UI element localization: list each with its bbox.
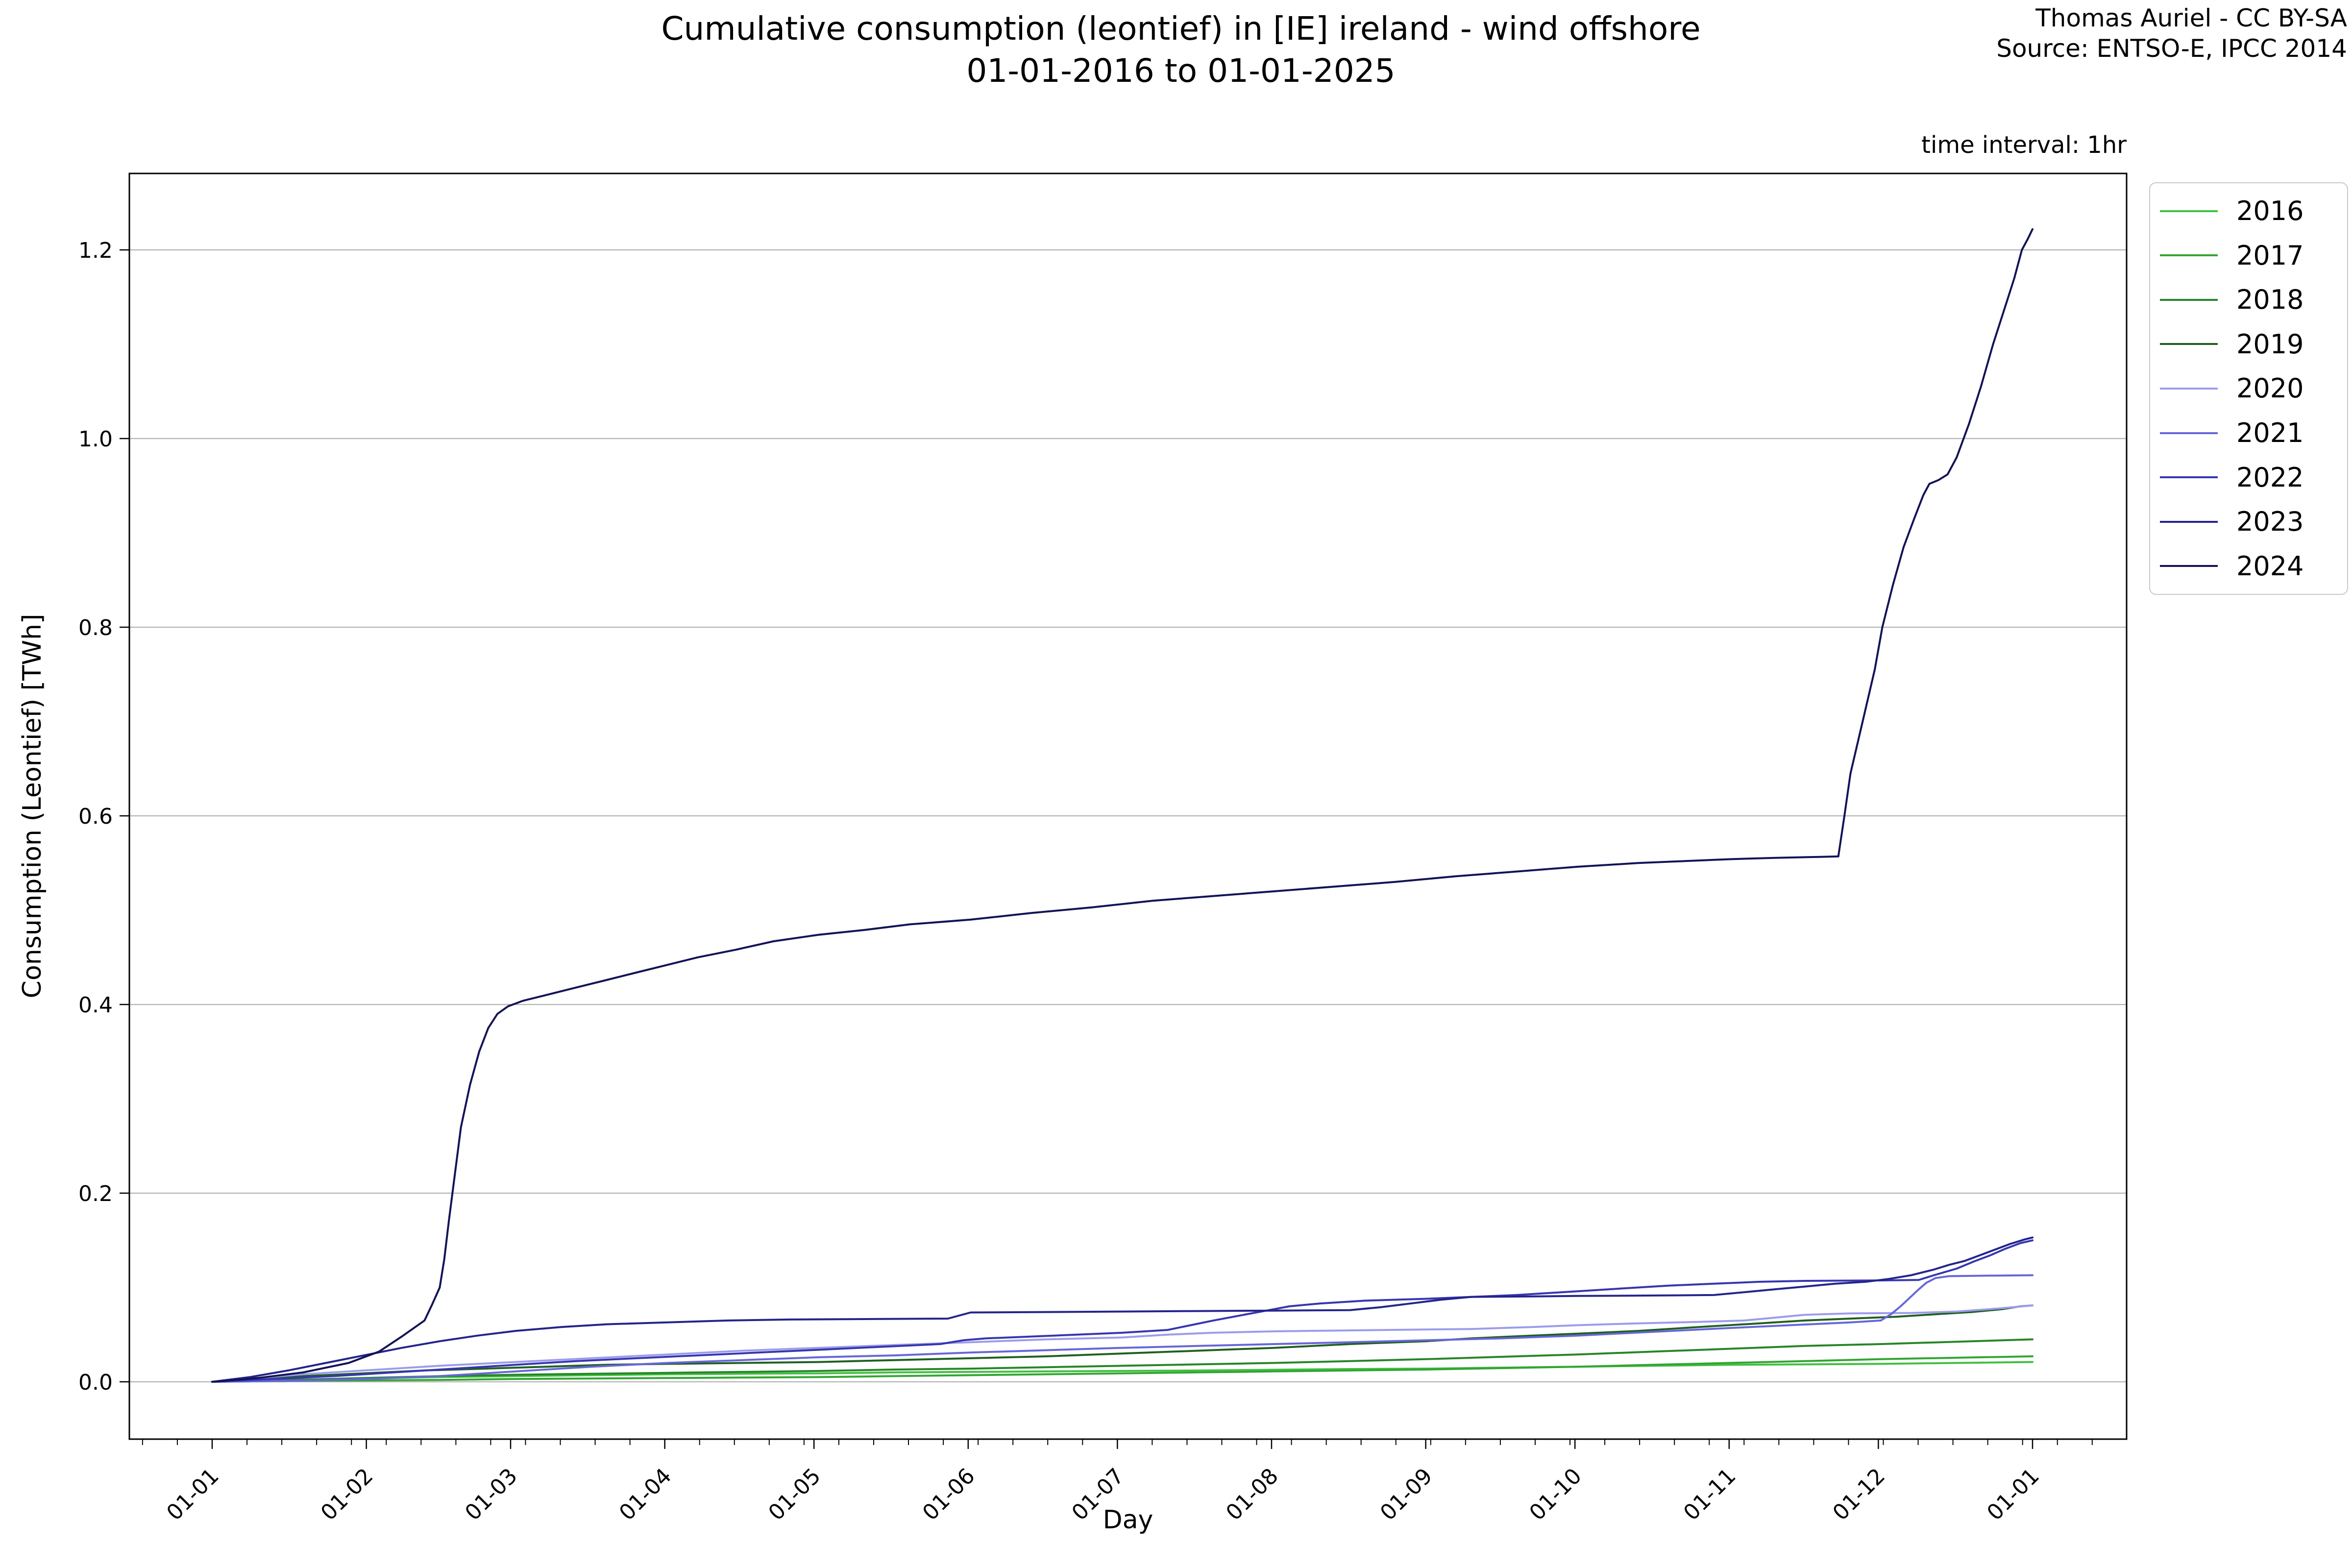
chart-title-line2: 01-01-2016 to 01-01-2025 [966,52,1396,90]
legend-label-2020: 2020 [2236,373,2304,404]
legend-label-2016: 2016 [2236,196,2304,227]
x-tick-label: 01-01 [1982,1464,2044,1525]
legend-label-2021: 2021 [2236,417,2304,449]
x-tick-label: 01-12 [1828,1464,1890,1525]
series-line-2016 [211,1361,2034,1383]
legend-line-swatch-2022 [2160,476,2218,479]
attribution-source: Source: ENTSO-E, IPCC 2014 [1996,34,2347,63]
series-line-2020 [211,1304,2034,1383]
legend-label-2018: 2018 [2236,284,2304,316]
legend-line-swatch-2024 [2160,565,2218,567]
x-tick-label: 01-08 [1221,1464,1283,1525]
legend-item-2016: 2016 [2160,190,2347,233]
legend-line-swatch-2021 [2160,432,2218,434]
legend-item-2018: 2018 [2160,278,2347,321]
x-tick-label: 01-05 [763,1464,825,1525]
legend-label-2023: 2023 [2236,506,2304,538]
y-axis-label: Consumption (Leontief) [TWh] [18,613,47,999]
x-tick-label: 01-06 [918,1464,980,1525]
legend-label-2024: 2024 [2236,550,2304,582]
y-tick-label: 1.0 [78,427,113,452]
x-tick-label: 01-03 [460,1464,522,1525]
x-tick-label: 01-04 [614,1464,676,1525]
series-line-2022 [211,1239,2034,1383]
legend-item-2017: 2017 [2160,234,2347,277]
series-line-2021 [211,1274,2034,1383]
series-line-2023 [211,1236,2034,1383]
legend-item-2022: 2022 [2160,456,2347,499]
legend-line-swatch-2017 [2160,254,2218,257]
series-line-2019 [211,1304,2034,1383]
chart-title-line1: Cumulative consumption (leontief) in [IE… [661,10,1701,48]
time-interval-note: time interval: 1hr [1921,131,2127,159]
plot-border [128,172,2128,1440]
legend-item-2020: 2020 [2160,367,2347,410]
x-tick-label: 01-09 [1375,1464,1437,1525]
y-tick-label: 0.8 [78,615,113,640]
series-line-2017 [211,1355,2034,1383]
y-tick-label: 0.0 [78,1370,113,1395]
legend-label-2019: 2019 [2236,328,2304,360]
attribution: Thomas Auriel - CC BY-SA Source: ENTSO-E… [1996,3,2347,64]
series-line-2018 [211,1338,2034,1383]
legend-line-swatch-2020 [2160,387,2218,390]
chart-title: Cumulative consumption (leontief) in [IE… [661,8,1700,92]
legend-label-2022: 2022 [2236,462,2304,493]
series-line-2024 [211,228,2034,1383]
legend-item-2023: 2023 [2160,500,2347,543]
x-tick-label: 01-02 [316,1464,378,1525]
legend-item-2021: 2021 [2160,412,2347,455]
y-tick-label: 1.2 [78,238,113,263]
legend: 2016 2017 2018 2019 2020 2021 2022 2023 2024 [2149,182,2348,595]
legend-line-swatch-2016 [2160,210,2218,212]
y-tick-label: 0.6 [78,804,113,829]
x-tick-label: 01-10 [1524,1464,1586,1525]
attribution-author: Thomas Auriel - CC BY-SA [2035,4,2347,32]
y-tick-label: 0.2 [78,1181,113,1206]
legend-item-2024: 2024 [2160,544,2347,588]
legend-line-swatch-2018 [2160,298,2218,301]
legend-line-swatch-2023 [2160,520,2218,523]
legend-item-2019: 2019 [2160,322,2347,366]
y-tick-label: 0.4 [78,993,113,1018]
legend-label-2017: 2017 [2236,240,2304,271]
x-axis-label: Day [1102,1505,1153,1535]
x-tick-label: 01-01 [162,1464,223,1525]
x-tick-label: 01-11 [1679,1464,1740,1525]
legend-line-swatch-2019 [2160,343,2218,345]
